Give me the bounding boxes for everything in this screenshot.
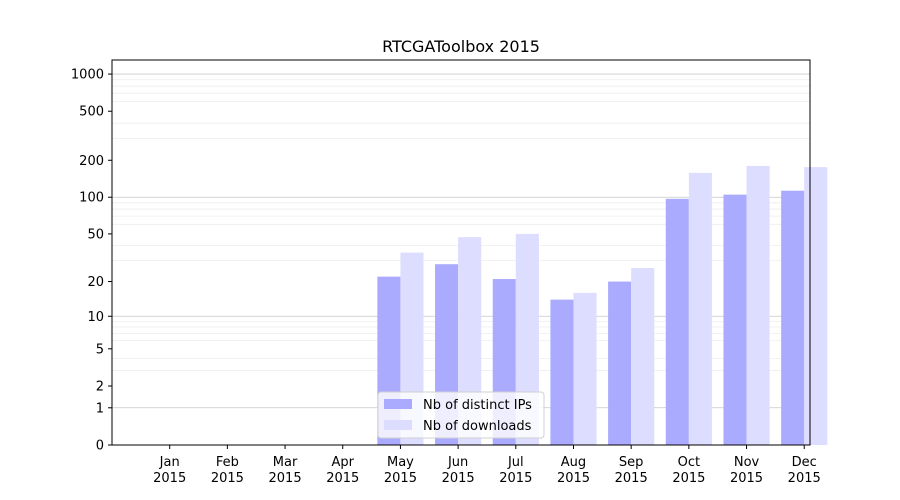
x-tick-label: Mar 2015 [269,455,302,486]
y-tick-label: 0 [96,439,104,454]
x-tick-label: Apr 2015 [326,455,359,486]
y-tick-label: 50 [87,227,104,242]
y-tick-label: 10 [87,310,104,325]
chart-title: RTCGAToolbox 2015 [382,37,540,56]
y-tick-label: 100 [79,191,104,206]
x-tick-label: Sep 2015 [615,455,648,486]
x-tick-label: Jun 2015 [442,455,475,486]
x-axis: Jan 2015 Feb 2015 Mar 2015 Apr 2015 May 2015 Jun 20… [153,445,821,486]
downloads-bar [573,292,597,445]
grid [112,73,810,409]
y-tick-label: 1000 [71,68,104,83]
downloads-bar [746,165,770,446]
distinct-ips-bar [550,299,574,445]
x-tick-label: Feb 2015 [211,455,244,486]
downloads-bar [631,268,655,445]
y-tick-label: 5 [96,342,104,357]
x-tick-label: Jul 2015 [499,455,532,486]
distinct-ips-bar [608,281,632,445]
legend-label: Nb of distinct IPs [423,398,532,413]
y-tick-label: 500 [79,105,104,120]
x-tick-label: Oct 2015 [672,455,705,486]
x-tick-label: May 2015 [384,455,417,486]
y-axis: 0 1 2 5 10 20 50 100 200 500 1000 [71,68,112,454]
plot-frame [111,59,811,446]
y-tick-label: 20 [87,275,104,290]
x-tick-label: Aug 2015 [557,455,590,486]
downloads-bar [688,172,712,445]
legend-swatch [384,399,412,409]
distinct-ips-bar [665,198,689,445]
distinct-ips-bar [723,194,747,445]
x-tick-label: Dec 2015 [788,455,821,486]
x-tick-label: Nov 2015 [730,455,763,486]
x-tick-label: Jan 2015 [153,455,186,486]
y-tick-label: 1 [96,401,104,416]
bars [377,165,828,446]
legend-swatch [384,420,412,430]
y-tick-label: 200 [79,154,104,169]
legend-box [377,391,545,439]
legend: Nb of distinct IPs Nb of downloads [377,391,545,439]
y-tick-label: 2 [96,380,104,395]
downloads-bar [804,167,828,445]
legend-label: Nb of downloads [423,419,532,434]
distinct-ips-bar [781,190,805,445]
